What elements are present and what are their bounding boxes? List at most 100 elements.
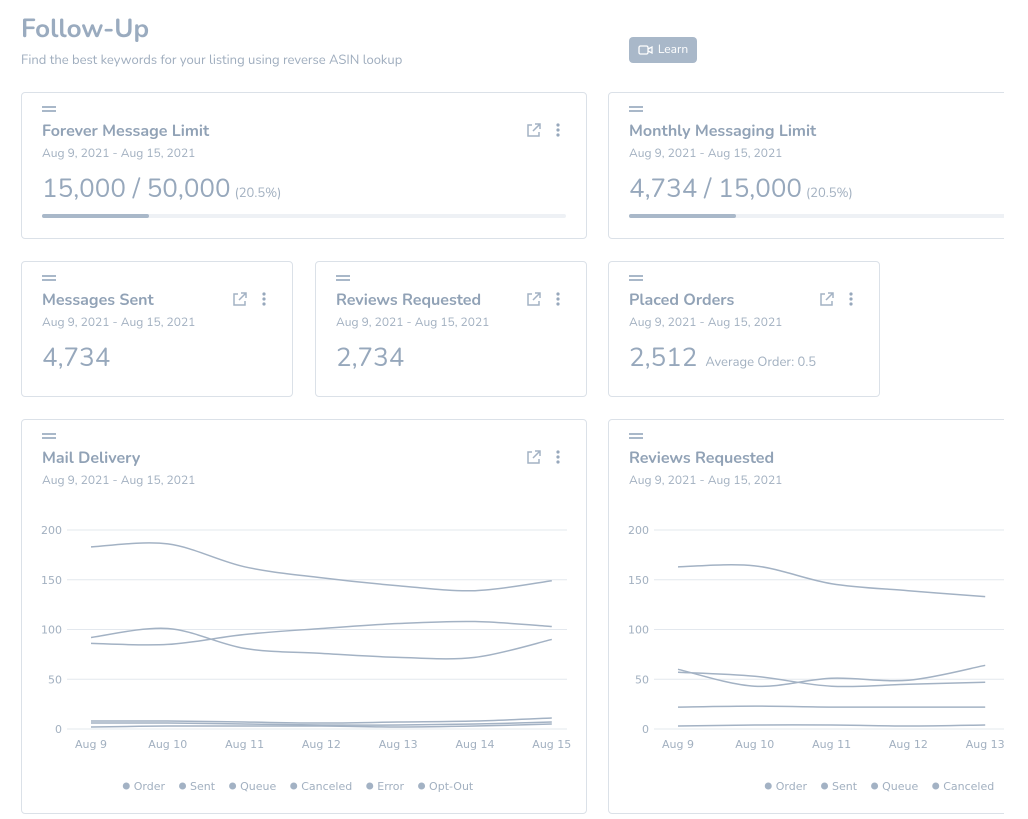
legend-dot — [821, 782, 829, 790]
card-value: 4,734 — [42, 341, 110, 376]
x-tick-label: Aug 15 — [532, 738, 571, 751]
legend-dot — [932, 782, 940, 790]
chart-title: Mail Delivery — [42, 447, 141, 469]
legend-label: Queue — [240, 780, 276, 793]
card-value: 2,512 Average Order: 0.5 — [629, 341, 816, 376]
legend-label: Opt-Out — [429, 780, 474, 793]
legend-dot — [122, 782, 130, 790]
legend-label: Order — [776, 780, 808, 793]
x-tick-label: Aug 11 — [225, 738, 264, 751]
video-icon — [638, 45, 653, 55]
learn-button[interactable]: Learn — [629, 37, 697, 63]
series-line — [90, 717, 552, 724]
progress-fill — [42, 214, 150, 218]
chart-subtitle: Aug 9, 2021 - Aug 15, 2021 — [42, 473, 196, 489]
x-tick-label: Aug 13 — [966, 738, 1004, 751]
x-tick-label: Aug 13 — [379, 738, 418, 751]
card-date: Aug 9, 2021 - Aug 15, 2021 — [629, 315, 783, 331]
metric-value: 4,734 — [42, 341, 111, 376]
card-actions[interactable] — [232, 291, 272, 307]
drag-handle[interactable] — [42, 275, 56, 277]
legend-dot — [366, 782, 374, 790]
card: Reviews Requested Aug 9, 2021 - Aug 15, 2… — [315, 261, 587, 397]
progress-fill — [629, 214, 737, 218]
page-subtitle: Find the best keywords for your listing … — [21, 51, 403, 69]
x-tick-label: Aug 14 — [456, 738, 495, 751]
card-title: Messages Sent — [42, 289, 154, 311]
metric-note: Average Order: 0.5 — [705, 353, 817, 371]
legend: Order Sent Queue Canceled Error Opt-Out — [122, 780, 474, 793]
chart-title: Reviews Requested — [629, 447, 775, 469]
card-title: Monthly Messaging Limit — [629, 120, 817, 142]
progress-track — [629, 214, 1004, 218]
x-tick-label: Aug 10 — [148, 738, 187, 751]
drag-handle[interactable] — [629, 275, 643, 277]
menu-dot — [556, 133, 560, 137]
menu-dot — [262, 297, 266, 301]
card-actions[interactable] — [819, 291, 859, 307]
limit-value: 15,000 / 50,000 — [42, 172, 231, 207]
x-tick-label: Aug 11 — [812, 738, 851, 751]
card: Mail Delivery Aug 9, 2021 - Aug 15, 2021 0… — [21, 419, 587, 814]
legend-label: Sent — [190, 780, 216, 793]
card-date: Aug 9, 2021 - Aug 15, 2021 — [336, 315, 490, 331]
x-tick-label: Aug 9 — [662, 738, 694, 751]
card-value: 15,000 / 50,000 (20.5%) — [42, 172, 281, 207]
drag-handle[interactable] — [629, 433, 643, 435]
limit-percent: (20.5%) — [806, 184, 853, 202]
menu-dot — [556, 128, 560, 132]
learn-label: Learn — [657, 42, 689, 58]
drag-handle[interactable] — [629, 106, 643, 108]
content: Follow-Up Find the best keywords for you… — [21, 12, 1004, 814]
drag-handle[interactable] — [336, 275, 350, 277]
y-tick-label: 0 — [642, 723, 649, 736]
drag-handle[interactable] — [42, 433, 56, 435]
menu-dot — [556, 450, 560, 454]
card-title: Forever Message Limit — [42, 120, 210, 142]
limit-percent: (20.5%) — [234, 184, 282, 202]
card-actions[interactable] — [526, 291, 566, 307]
chart: 0 50 100 150 200 Aug 9 Aug 10 Aug 11 Aug 12 Aug 1… — [41, 524, 571, 793]
card-actions[interactable] — [526, 449, 566, 465]
series-line — [90, 620, 552, 646]
open-icon — [527, 123, 541, 137]
y-tick-label: 100 — [628, 624, 649, 637]
menu-dot — [556, 455, 560, 459]
x-tick-label: Aug 9 — [75, 738, 107, 751]
menu-dot — [556, 460, 560, 464]
progress-track — [42, 214, 566, 218]
menu-dot — [262, 302, 266, 306]
menu-dot — [849, 302, 853, 306]
drag-handle[interactable] — [42, 106, 56, 108]
legend-dot — [418, 782, 426, 790]
card-date: Aug 9, 2021 - Aug 15, 2021 — [42, 146, 196, 162]
card-title: Reviews Requested — [336, 289, 482, 311]
menu-dot — [556, 292, 560, 296]
menu-dot — [262, 292, 266, 296]
chart-subtitle: Aug 9, 2021 - Aug 15, 2021 — [629, 473, 783, 489]
page-title: Follow-Up — [21, 12, 150, 47]
menu-dot — [849, 292, 853, 296]
open-icon — [820, 292, 834, 306]
legend-label: Sent — [832, 780, 858, 793]
open-icon — [527, 292, 541, 306]
card-actions[interactable] — [526, 122, 566, 138]
legend-dot — [229, 782, 237, 790]
legend-dot — [764, 782, 772, 790]
card: Placed Orders Aug 9, 2021 - Aug 15, 2021 2… — [608, 261, 880, 397]
legend-label: Order — [134, 780, 166, 793]
card-date: Aug 9, 2021 - Aug 15, 2021 — [629, 146, 783, 162]
legend-dot — [179, 782, 187, 790]
legend-label: Canceled — [943, 780, 994, 793]
card-value: 2,734 — [336, 341, 404, 376]
menu-dot — [556, 123, 560, 127]
metric-value: 2,512 — [629, 341, 698, 376]
chart: 0 50 100 150 200 Aug 9 Aug 10 Aug 11 Aug 12 Aug 1… — [628, 524, 1004, 793]
y-tick-label: 50 — [635, 673, 649, 686]
legend-label: Error — [377, 780, 404, 793]
series-line — [90, 721, 552, 726]
card: Forever Message Limit Aug 9, 2021 - Aug 1… — [21, 92, 587, 239]
menu-dot — [849, 297, 853, 301]
legend-label: Canceled — [301, 780, 352, 793]
